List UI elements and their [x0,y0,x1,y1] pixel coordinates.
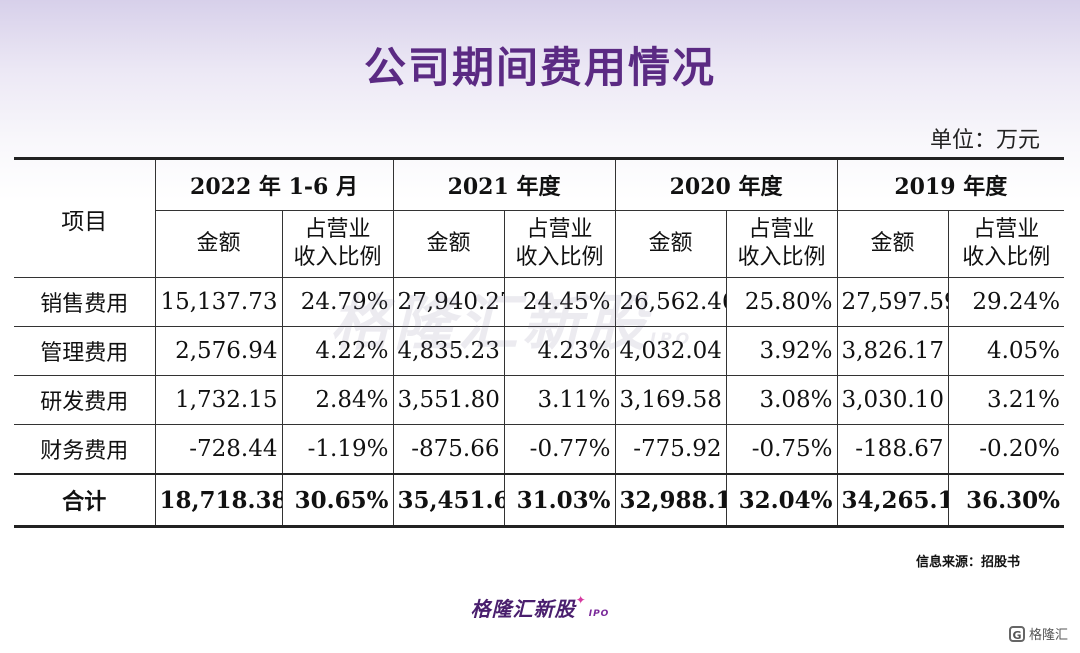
table-cell: 2.84% [281,375,394,425]
amount-header: 金额 [155,210,283,278]
table-cell: 2,576.94 [154,326,283,376]
table-cell: 25.80% [725,277,838,327]
brand-g-icon: G [1008,625,1025,642]
page-title: 公司期间费用情况 [363,43,716,92]
table-cell: 4.05% [947,326,1065,376]
table-cell: 4.23% [503,326,616,376]
corner-logo: G 格隆汇 [1008,624,1068,643]
period-header: 2022 年 1-6 月 [154,158,394,211]
table-cell: 36.30% [947,473,1065,527]
table-cell: 3,551.80 [392,375,505,425]
row-label: 合计 [14,473,156,527]
row-label: 管理费用 [14,326,156,376]
period-header: 2020 年度 [614,158,838,211]
table-cell: 26,562.46 [614,277,727,327]
table-cell: 31.03% [503,473,616,527]
amount-header: 金额 [392,210,505,278]
table-cell: 29.24% [947,277,1065,327]
table-cell: 3.11% [503,375,616,425]
table-cell: -0.20% [947,424,1065,475]
table-cell: 4,032.04 [614,326,727,376]
table-cell: 30.65% [281,473,394,527]
table-cell: 3,030.10 [836,375,949,425]
item-header: 项目 [14,158,156,278]
row-label: 财务费用 [14,424,156,475]
row-label: 研发费用 [14,375,156,425]
unit-label: 单位：万元 [929,128,1040,153]
row-label: 销售费用 [14,277,156,327]
table-cell: 27,940.27 [392,277,505,327]
table-cell: 35,451.64 [392,473,505,527]
table-cell: 4.22% [281,326,394,376]
ratio-header: 占营业 收入比例 [725,210,838,278]
table-row: 管理费用 2,576.94 4.22% 4,835.23 4.23% 4,032… [14,326,1065,376]
spark-icon: ✦ [575,593,587,607]
table-cell: 3.21% [947,375,1065,425]
table-cell: 3,826.17 [836,326,949,376]
table-cell: 18,718.38 [154,473,283,527]
table-cell: -728.44 [154,424,283,475]
source-note: 信息来源：招股书 [915,555,1020,570]
table-cell: 3.08% [725,375,838,425]
table-cell: 3,169.58 [614,375,727,425]
table-row: 销售费用 15,137.73 24.79% 27,940.27 24.45% 2… [14,277,1065,327]
table-row: 财务费用 -728.44 -1.19% -875.66 -0.77% -775.… [14,424,1065,475]
table-cell: 3.92% [725,326,838,376]
table-cell: -0.75% [725,424,838,475]
table-cell: -875.66 [392,424,505,475]
total-row: 合计 18,718.38 30.65% 35,451.64 31.03% 32,… [14,473,1065,527]
table-row: 研发费用 1,732.15 2.84% 3,551.80 3.11% 3,169… [14,375,1065,425]
table-cell: -1.19% [281,424,394,475]
amount-header: 金额 [836,210,949,278]
table-cell: 24.79% [281,277,394,327]
ratio-header: 占营业 收入比例 [281,210,394,278]
table-cell: 4,835.23 [392,326,505,376]
period-header: 2019 年度 [836,158,1065,211]
expense-table: 项目 2022 年 1-6 月 2021 年度 2020 年度 2019 年度 … [14,157,1065,528]
table-cell: -0.77% [503,424,616,475]
table-cell: 1,732.15 [154,375,283,425]
period-header: 2021 年度 [392,158,616,211]
ratio-header: 占营业 收入比例 [947,210,1065,278]
ratio-header: 占营业 收入比例 [503,210,616,278]
amount-header: 金额 [614,210,727,278]
table-cell: 34,265.19 [836,473,949,527]
table-cell: 32.04% [725,473,838,527]
table-cell: 15,137.73 [154,277,283,327]
footer-brand-logo: 格隆汇新股✦IPO [470,593,610,621]
table-cell: 32,988.16 [614,473,727,527]
table-cell: -188.67 [836,424,949,475]
table-cell: 27,597.59 [836,277,949,327]
table-cell: 24.45% [503,277,616,327]
table-cell: -775.92 [614,424,727,475]
